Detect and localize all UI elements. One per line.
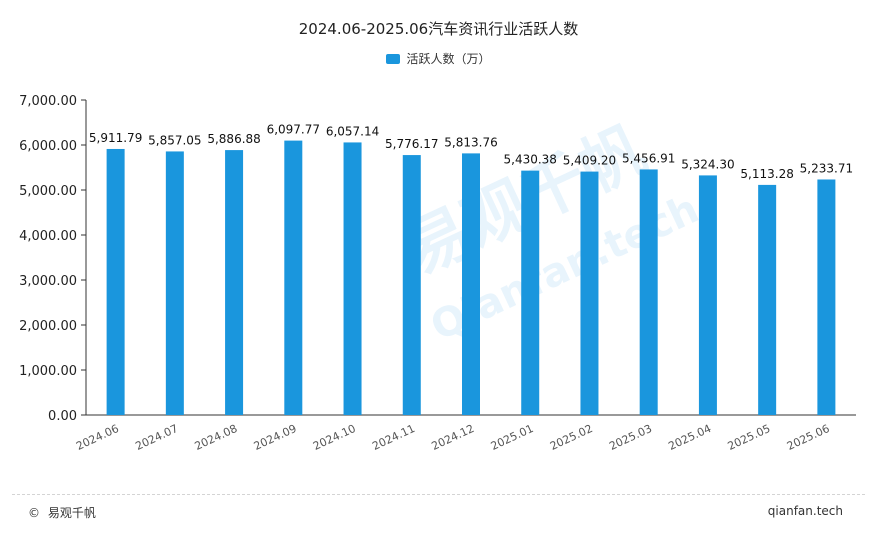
footer-brand: © 易观千帆 <box>28 504 96 521</box>
bar-2025.06[interactable] <box>817 179 836 415</box>
chart-title: 2024.06-2025.06汽车资讯行业活跃人数 <box>298 20 579 38</box>
data-label: 5,113.28 <box>740 167 793 181</box>
x-tick-label: 2024.06 <box>74 422 121 453</box>
bar-2025.04[interactable] <box>698 175 717 415</box>
y-tick-label: 5,000.00 <box>19 184 77 199</box>
footer-site[interactable]: qianfan.tech <box>767 504 843 518</box>
data-label: 5,456.91 <box>622 151 675 165</box>
bar-2025.02[interactable] <box>580 171 599 415</box>
x-tick-label: 2025.03 <box>607 422 654 453</box>
x-tick-label: 2024.07 <box>133 422 180 453</box>
x-tick-label: 2025.01 <box>489 422 536 453</box>
bar-2024.08[interactable] <box>225 150 244 415</box>
data-label: 5,886.88 <box>207 132 260 146</box>
data-label: 5,233.71 <box>800 161 853 175</box>
data-label: 6,097.77 <box>267 123 320 137</box>
bar-2024.09[interactable] <box>284 140 303 416</box>
data-label: 5,911.79 <box>89 131 142 145</box>
bar-2024.11[interactable] <box>402 155 421 415</box>
x-tick-label: 2024.08 <box>193 422 240 453</box>
brand-name: 易观千帆 <box>47 506 96 520</box>
y-tick-label: 4,000.00 <box>19 229 77 244</box>
x-tick-label: 2024.12 <box>430 422 477 453</box>
footer-divider <box>12 494 865 495</box>
data-label: 6,057.14 <box>326 124 379 138</box>
legend-label: 活跃人数（万） <box>406 52 491 66</box>
data-label: 5,430.38 <box>504 153 557 167</box>
x-tick-label: 2025.06 <box>785 422 832 453</box>
x-tick-label: 2024.09 <box>252 422 299 453</box>
y-tick-label: 7,000.00 <box>19 94 77 109</box>
y-tick-label: 3,000.00 <box>19 274 77 289</box>
data-label: 5,324.30 <box>681 157 734 171</box>
legend[interactable]: 活跃人数（万） <box>0 50 877 67</box>
bar-2025.05[interactable] <box>758 184 777 415</box>
data-label: 5,409.20 <box>563 154 616 168</box>
data-label: 5,813.76 <box>444 135 497 149</box>
bar-2024.07[interactable] <box>165 151 184 416</box>
bar-2024.12[interactable] <box>462 153 480 415</box>
copyright-icon: © <box>28 506 40 520</box>
bar-2024.06[interactable] <box>106 148 125 415</box>
y-tick-label: 6,000.00 <box>19 139 77 154</box>
x-tick-label: 2024.10 <box>311 422 358 453</box>
x-tick-label: 2025.05 <box>726 422 773 453</box>
bar-2025.03[interactable] <box>639 169 658 415</box>
data-label: 5,857.05 <box>148 133 201 147</box>
data-label: 5,776.17 <box>385 137 438 151</box>
bar-2025.01[interactable] <box>521 170 540 415</box>
x-tick-label: 2025.02 <box>548 422 595 453</box>
y-tick-label: 1,000.00 <box>19 364 77 379</box>
y-tick-label: 2,000.00 <box>19 319 77 334</box>
y-tick-label: 0.00 <box>48 409 77 424</box>
x-tick-label: 2025.04 <box>666 422 713 453</box>
x-tick-label: 2024.11 <box>370 422 417 453</box>
bar-2024.10[interactable] <box>343 142 362 415</box>
legend-swatch <box>386 54 401 64</box>
